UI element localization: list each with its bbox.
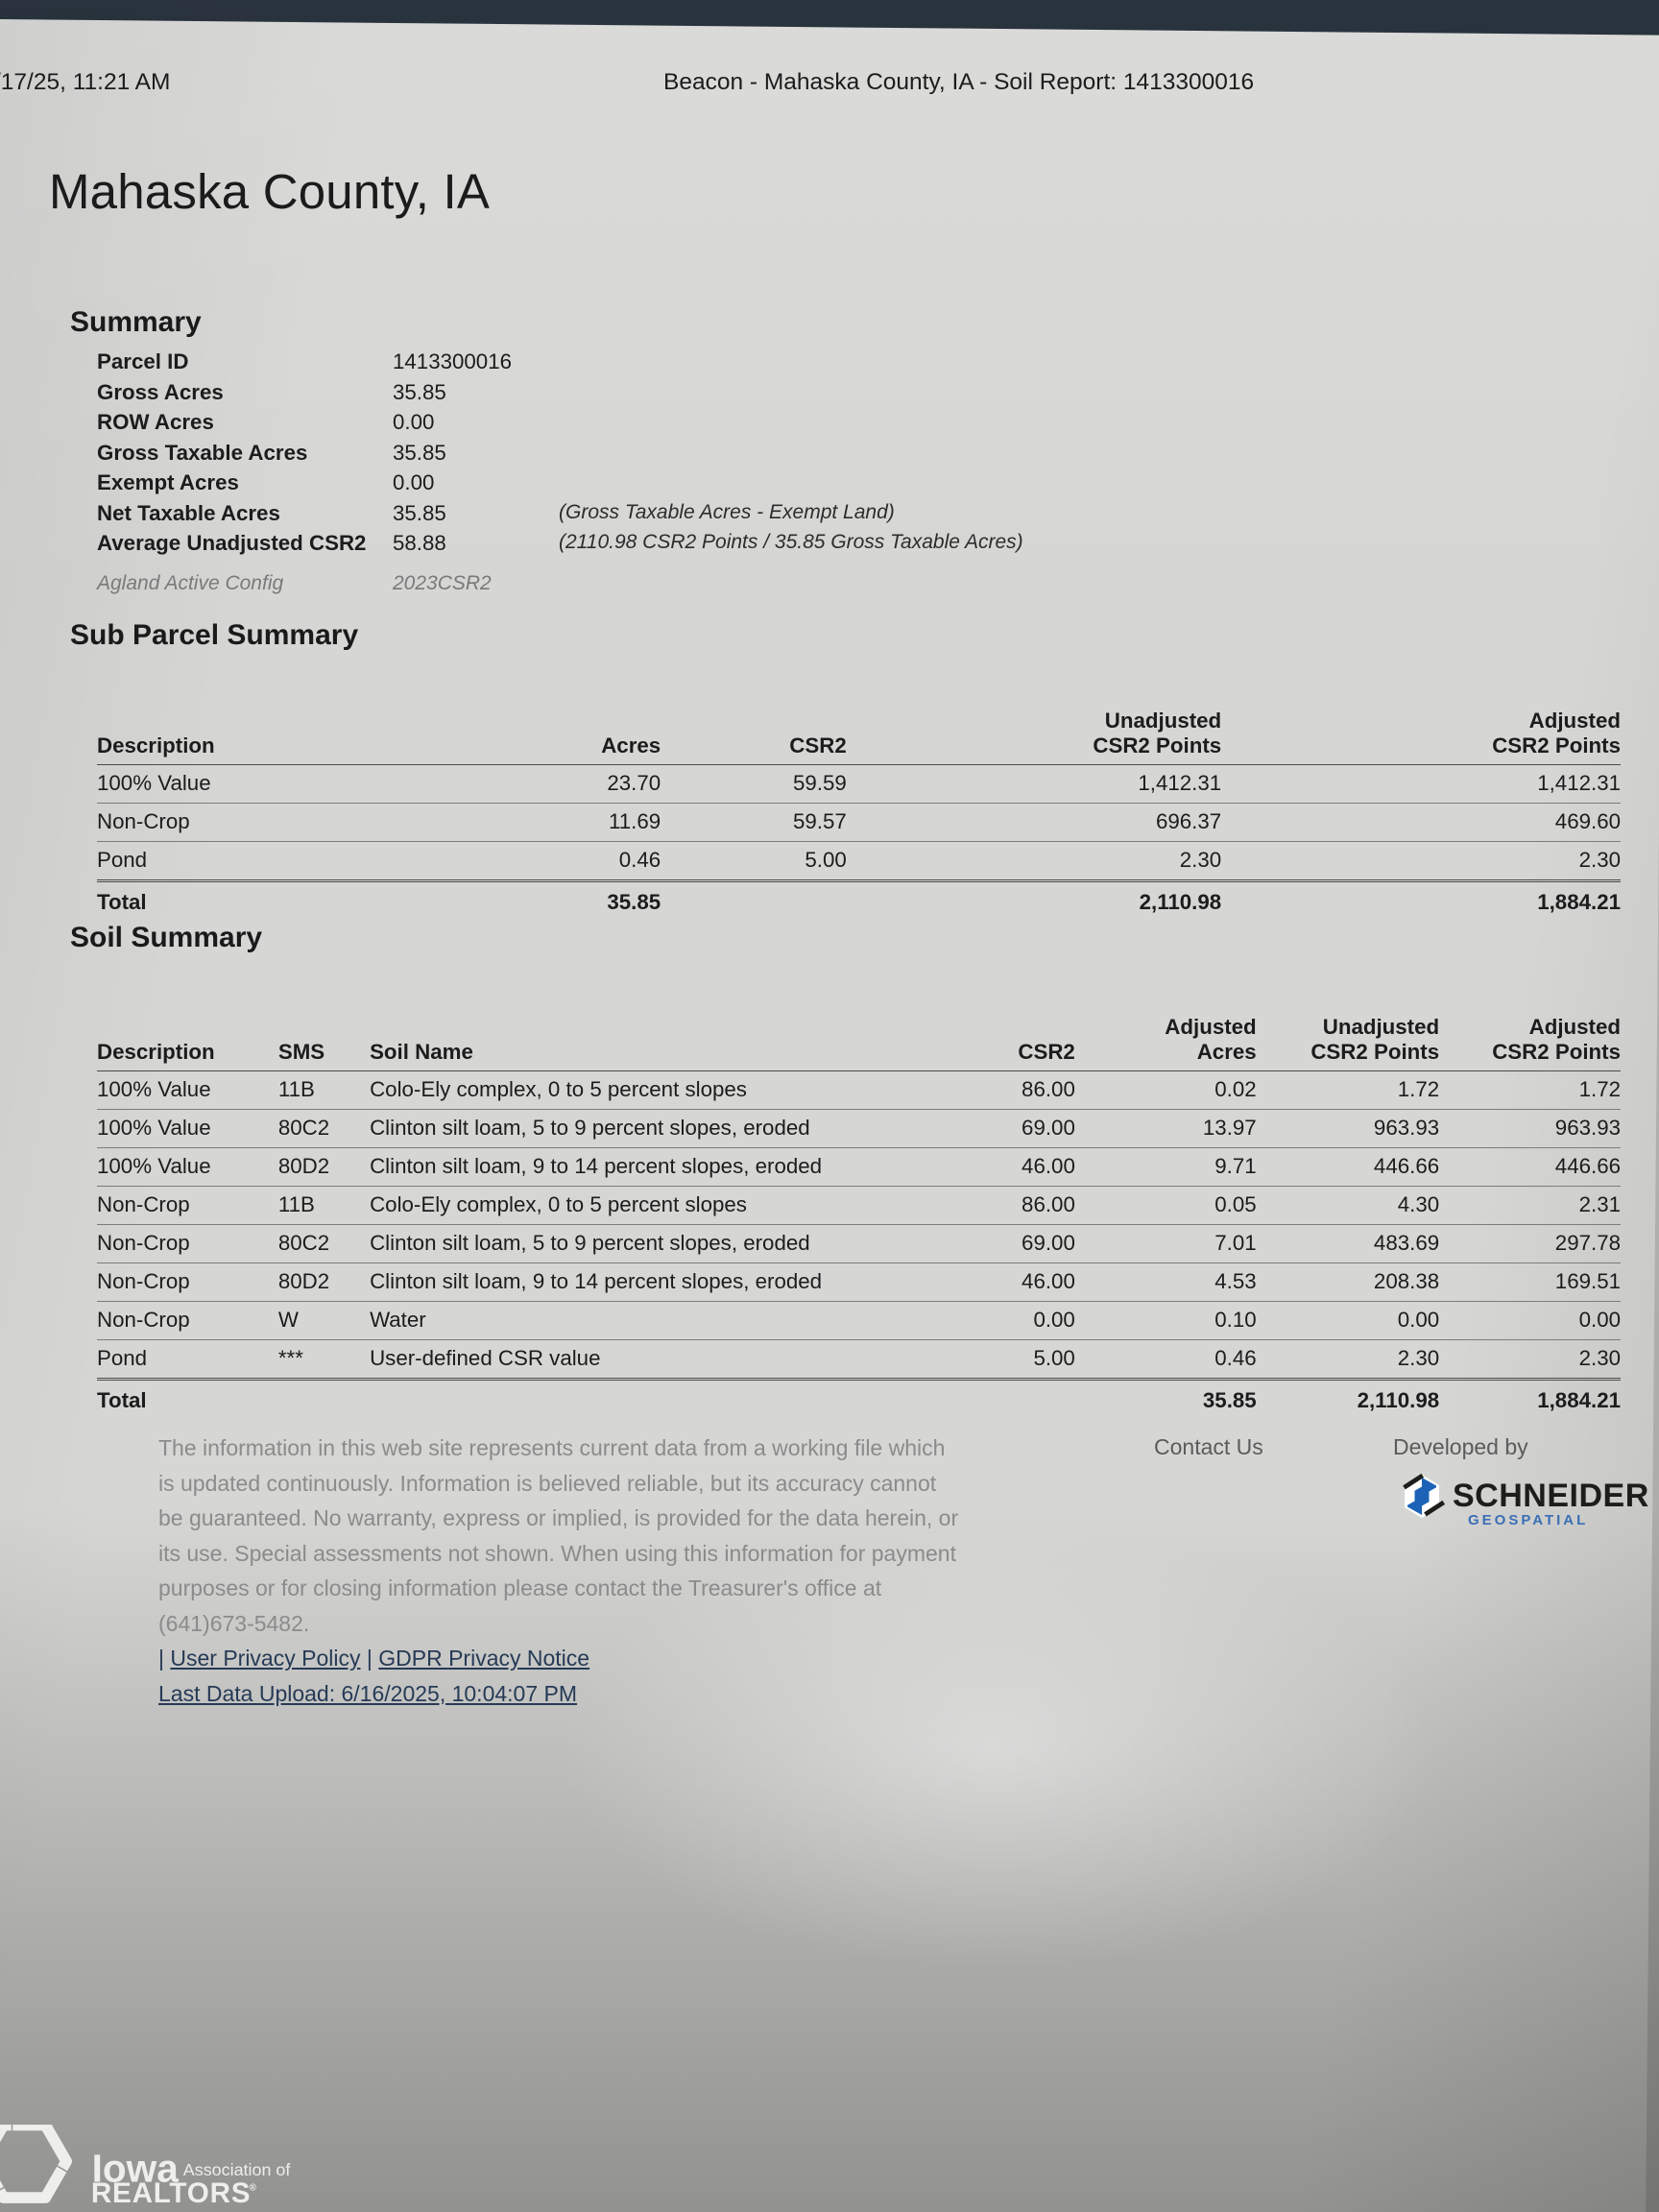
svg-text:SCHNEIDER: SCHNEIDER (1453, 1478, 1649, 1514)
svg-text:GEOSPATIAL: GEOSPATIAL (1468, 1512, 1588, 1528)
svg-text:Association of: Association of (183, 2160, 291, 2179)
svg-text:REALTORS: REALTORS (91, 2177, 251, 2207)
svg-text:®: ® (249, 2183, 256, 2194)
